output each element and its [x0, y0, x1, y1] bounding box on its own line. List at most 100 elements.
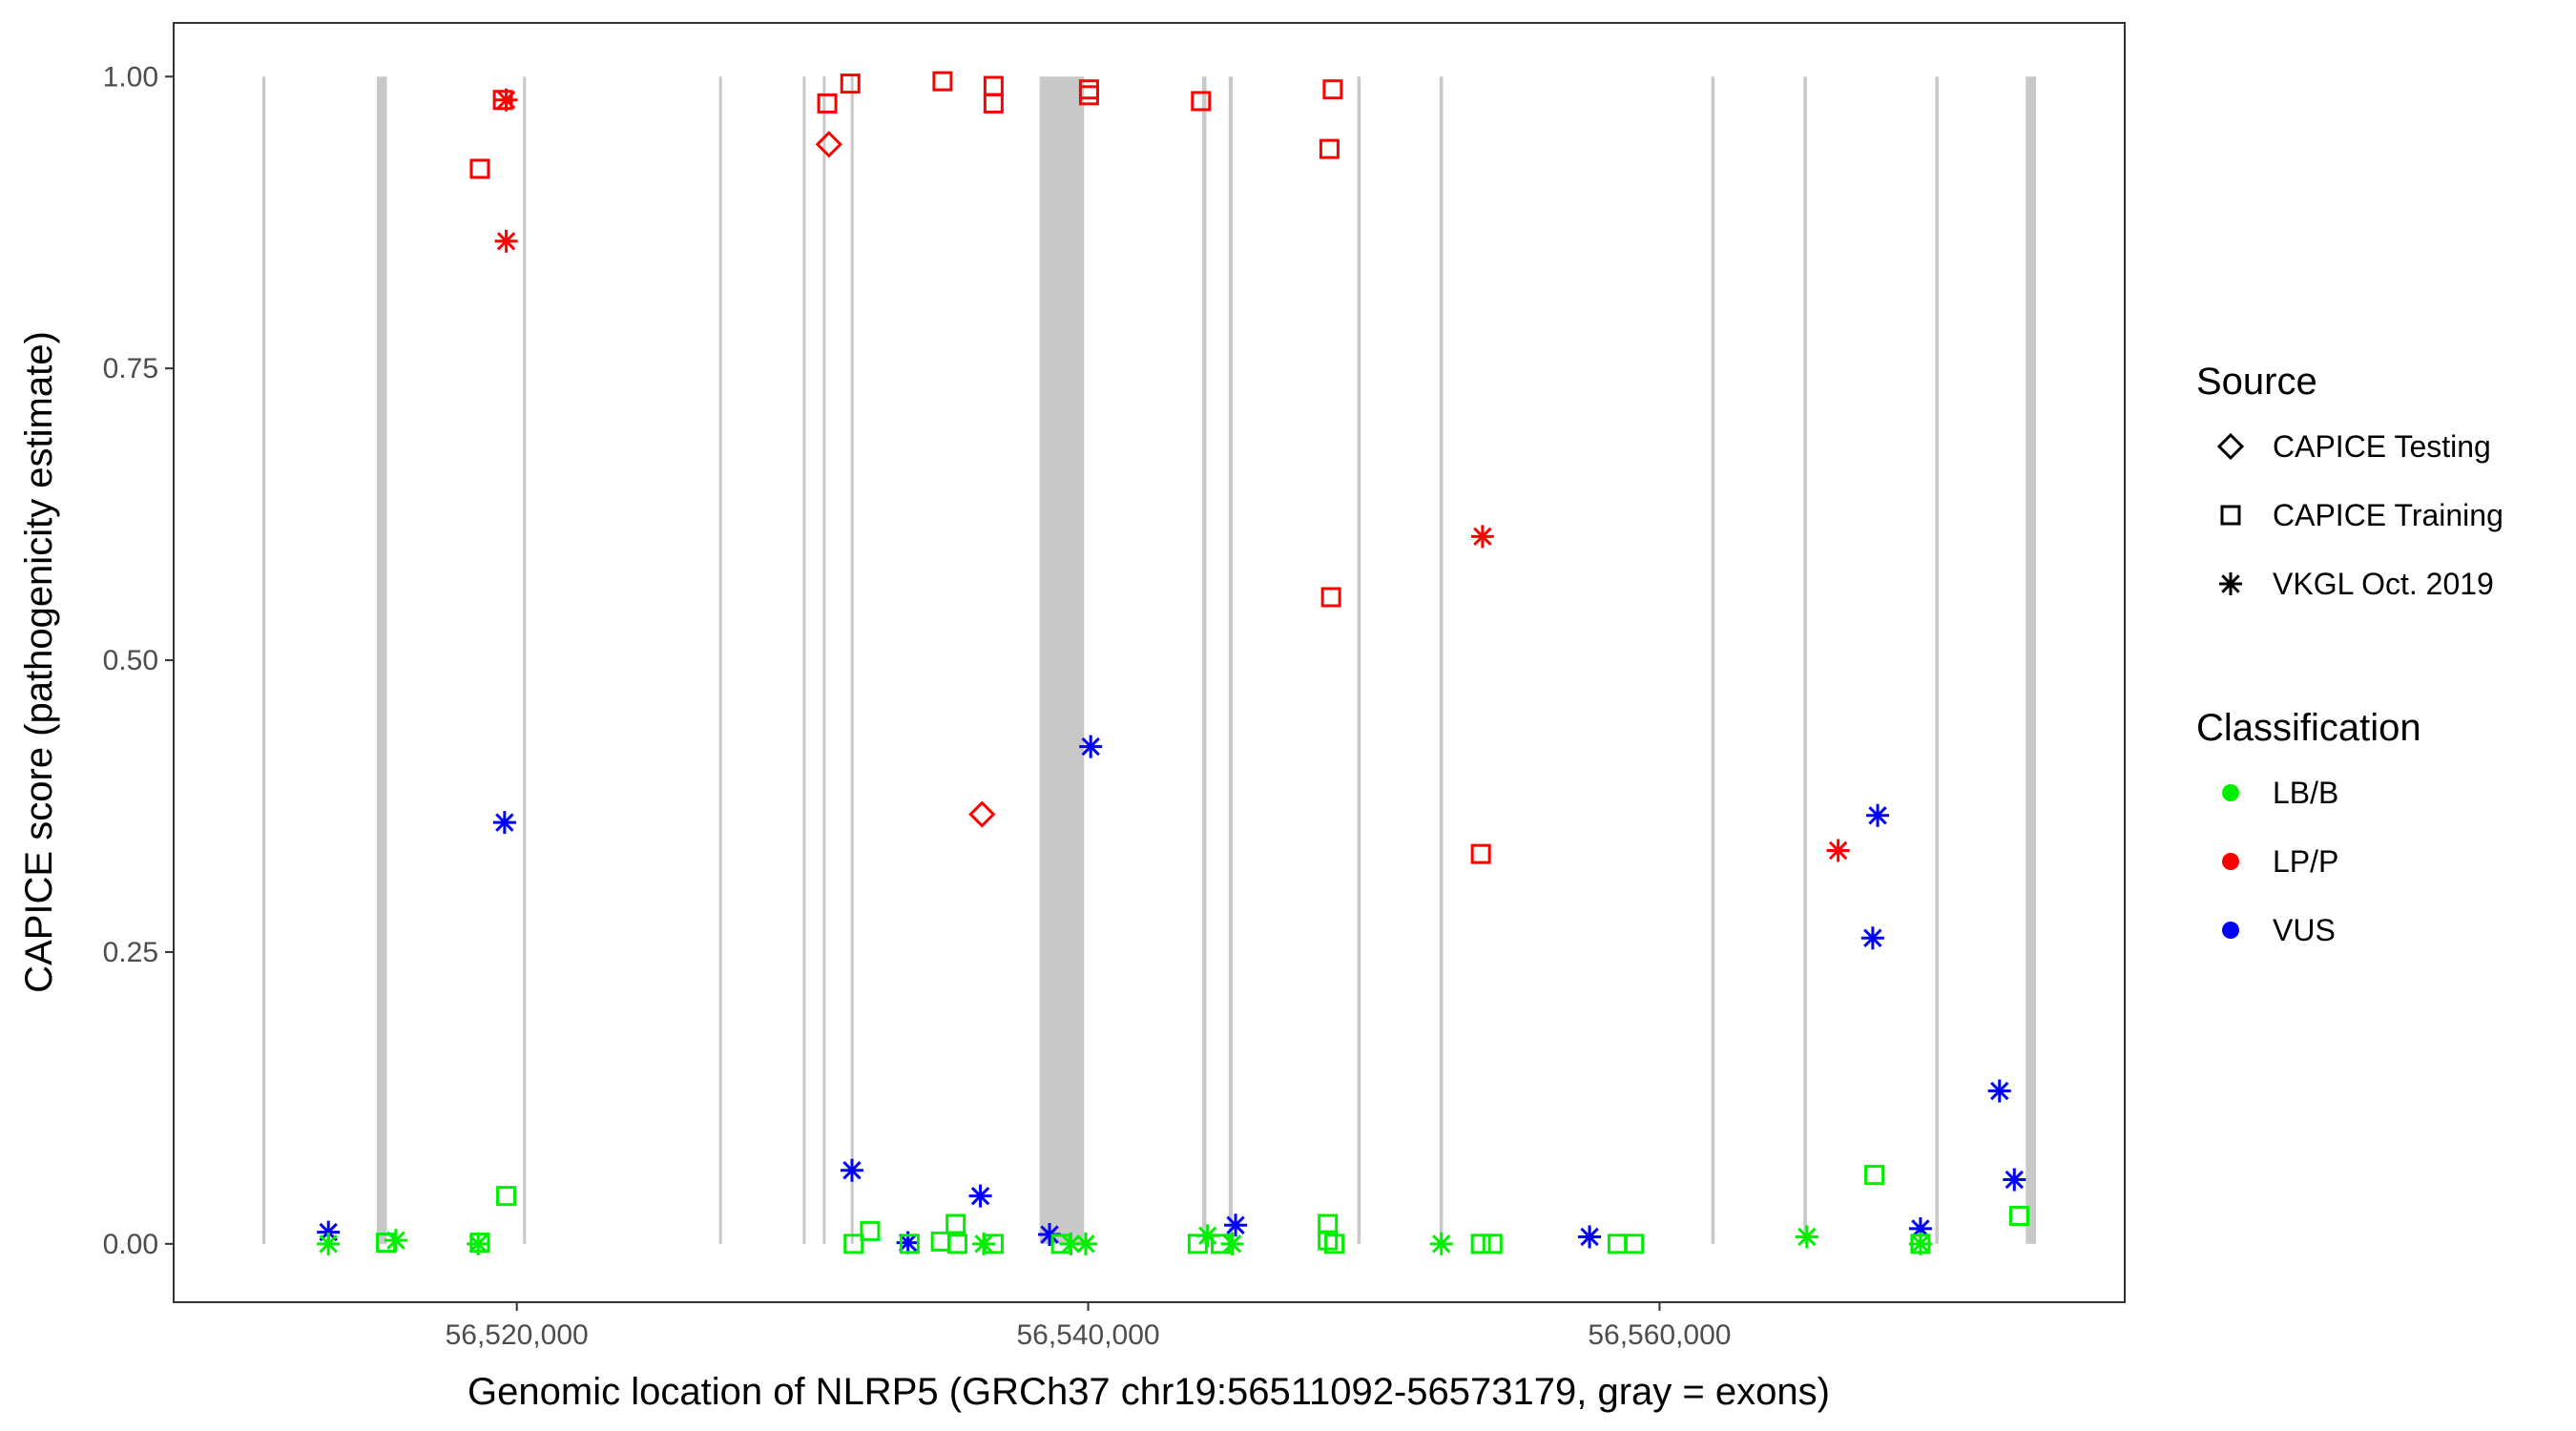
data-point: [1318, 1230, 1339, 1251]
legend-label: VUS: [2273, 913, 2336, 947]
exon-band: [261, 76, 266, 1244]
data-point: [2003, 1168, 2026, 1192]
exon-band: [1935, 76, 1939, 1244]
legend-label: CAPICE Training: [2273, 498, 2503, 532]
x-tick-label: 56,520,000: [446, 1319, 589, 1351]
legend-label: LB/B: [2273, 776, 2338, 810]
legend-label: CAPICE Testing: [2273, 429, 2491, 464]
plot-panel-border: [173, 22, 2126, 1303]
exon-band: [1439, 76, 1444, 1244]
data-point: [496, 1186, 517, 1207]
legend-key-dot-icon: [2222, 922, 2239, 939]
data-point: [1059, 1232, 1083, 1255]
data-point: [1318, 1213, 1339, 1234]
data-point: [983, 1234, 1004, 1255]
legend-key-dot-icon: [2222, 853, 2239, 870]
y-axis: 0.00 0.25 0.50 0.75 1.00: [103, 61, 174, 1260]
legend-title-source: Source: [2196, 361, 2317, 403]
legend: Source CAPICE Testing CAPICE Training VKGL…: [2196, 361, 2503, 947]
y-tick-label: 0.75: [103, 353, 158, 384]
data-point: [840, 1158, 863, 1182]
exon-band: [1357, 76, 1361, 1244]
exon-band: [1803, 76, 1807, 1244]
data-point: [1470, 843, 1491, 864]
data-point: [983, 75, 1004, 96]
legend-title-classification: Classification: [2196, 707, 2421, 749]
data-point: [817, 93, 838, 114]
data-point: [840, 73, 861, 94]
data-point: [494, 229, 518, 253]
data-point: [946, 1234, 967, 1255]
y-tick-label: 0.50: [103, 645, 158, 676]
data-point: [1429, 1232, 1453, 1255]
data-point: [1324, 1234, 1345, 1255]
exon-band: [850, 76, 854, 1244]
data-point: [899, 1234, 920, 1255]
legend-key-diamond-icon: [2216, 432, 2245, 461]
y-tick-label: 1.00: [103, 61, 158, 93]
exon-band: [1202, 76, 1207, 1244]
exon-bands: [261, 76, 2037, 1244]
exon-band: [376, 76, 387, 1244]
x-tick-label: 56,560,000: [1588, 1319, 1731, 1351]
data-point: [930, 1231, 951, 1252]
x-tick-label: 56,540,000: [1016, 1319, 1159, 1351]
data-point: [968, 800, 996, 828]
data-point: [1470, 1234, 1491, 1255]
data-point: [1607, 1234, 1628, 1255]
x-axis-title: Genomic location of NLRP5 (GRCh37 chr19:…: [467, 1371, 1830, 1413]
data-point: [384, 1229, 407, 1253]
data-point: [317, 1232, 341, 1255]
data-point: [1866, 803, 1890, 827]
data-point: [1322, 79, 1343, 100]
data-point: [932, 71, 953, 92]
data-point: [469, 1233, 490, 1254]
data-point: [1319, 138, 1340, 159]
data-point: [815, 131, 842, 158]
legend-key-asterisk-icon: [2219, 572, 2242, 595]
data-point: [1078, 85, 1099, 106]
legend-label: LP/P: [2273, 844, 2338, 879]
data-point: [2008, 1205, 2029, 1226]
data-point: [860, 1220, 881, 1241]
data-point: [1910, 1234, 1931, 1255]
y-tick-label: 0.25: [103, 937, 158, 968]
data-point: [983, 93, 1004, 114]
exon-band: [1711, 76, 1715, 1244]
exon-band: [1039, 76, 1085, 1244]
data-point: [1826, 839, 1850, 862]
exon-band: [718, 76, 722, 1244]
data-point: [1987, 1079, 2011, 1103]
data-point: [1795, 1225, 1818, 1249]
data-points: [317, 71, 2029, 1255]
legend-key-dot-icon: [2222, 784, 2239, 801]
data-point: [945, 1213, 966, 1234]
data-point: [1320, 587, 1341, 608]
data-point: [1482, 1234, 1503, 1255]
legend-key-square-icon: [2220, 505, 2241, 526]
exon-band: [1228, 76, 1234, 1244]
data-point: [492, 811, 516, 835]
data-point: [968, 1184, 992, 1208]
exon-band: [822, 76, 826, 1244]
legend-label: VKGL Oct. 2019: [2273, 567, 2494, 601]
data-point: [1860, 926, 1884, 950]
data-point: [843, 1234, 864, 1255]
x-axis: 56,520,000 56,540,000 56,560,000: [446, 1302, 1732, 1351]
data-point: [1624, 1234, 1645, 1255]
legend-source-items: CAPICE Testing CAPICE Training VKGL Oct. 2…: [2216, 429, 2503, 601]
data-point: [1220, 1232, 1244, 1255]
data-point: [1079, 735, 1103, 758]
data-point: [1578, 1225, 1602, 1249]
y-tick-label: 0.00: [103, 1229, 158, 1260]
data-point: [1224, 1213, 1248, 1237]
y-axis-title: CAPICE score (pathogenicity estimate): [18, 331, 60, 993]
data-point: [469, 158, 490, 179]
exon-band: [802, 76, 806, 1244]
data-point: [1191, 91, 1212, 112]
exon-band: [523, 76, 527, 1244]
data-point: [1864, 1165, 1885, 1186]
data-point: [1074, 1232, 1098, 1255]
legend-classification-items: LB/B LP/P VUS: [2222, 776, 2338, 947]
